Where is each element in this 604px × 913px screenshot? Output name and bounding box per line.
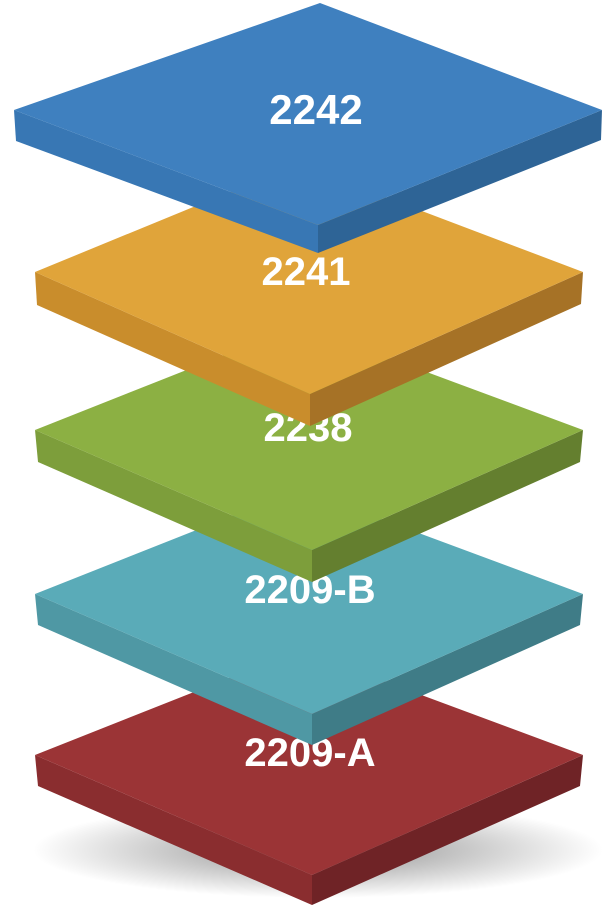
layer-label: 2241 [262, 250, 351, 294]
layer-left-face [35, 755, 312, 905]
layer-right-face [310, 272, 583, 426]
layer-top-face [35, 650, 583, 875]
layer-right-face [318, 110, 602, 253]
layer-top-face [35, 164, 583, 394]
layer-top-face [35, 325, 583, 550]
layer-label: 2242 [269, 86, 362, 133]
layer-right-face [312, 594, 583, 745]
layer-2209-b: 2209-B [35, 489, 583, 745]
layer-right-face [312, 430, 583, 582]
layer-top-face [35, 489, 583, 714]
layer-2242: 2242 [14, 3, 602, 253]
layer-2238: 2238 [35, 325, 583, 582]
layer-left-face [35, 594, 312, 745]
layer-top-face [14, 3, 602, 225]
layer-right-face [312, 755, 583, 905]
layer-left-face [14, 110, 318, 253]
layer-left-face [35, 430, 312, 582]
layer-2241: 2241 [35, 164, 583, 426]
layer-left-face [35, 272, 310, 426]
layer-2209-a: 2209-A [35, 650, 583, 905]
